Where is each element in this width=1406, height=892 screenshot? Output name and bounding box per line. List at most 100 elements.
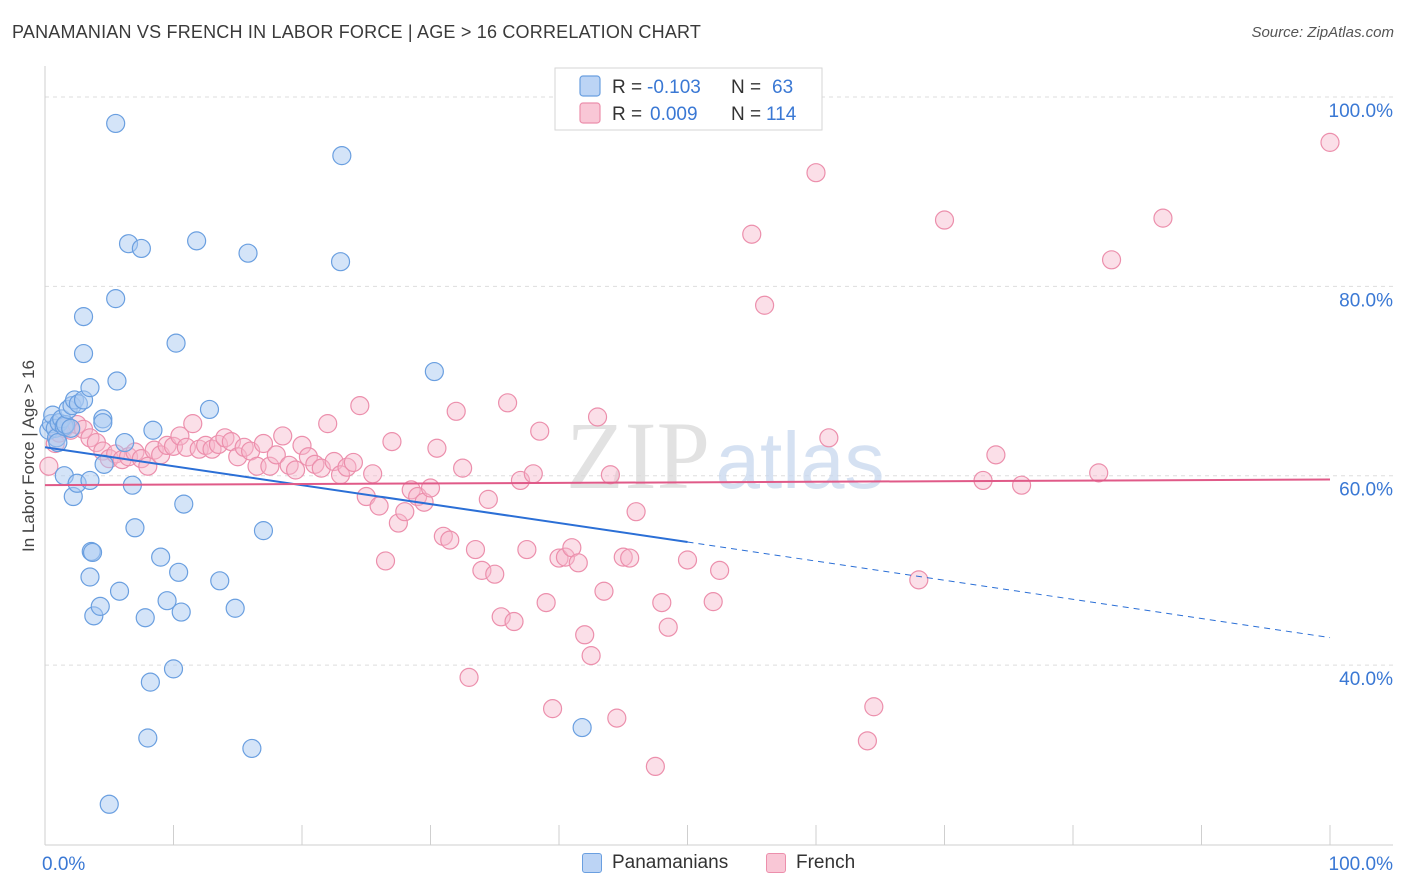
legend-item-panamanians[interactable]: Panamanians <box>582 852 728 874</box>
french-point <box>453 458 473 478</box>
y-tick-label-80: 80.0% <box>1339 290 1393 311</box>
french-point <box>530 421 550 441</box>
french-point <box>542 699 563 719</box>
french-point <box>710 560 730 580</box>
french-point <box>388 513 408 533</box>
french-point <box>395 502 415 522</box>
panamanian-point <box>94 454 114 474</box>
french-point <box>350 396 370 416</box>
french-point <box>986 445 1006 465</box>
panamanian-point <box>115 432 135 453</box>
legend-box: R = -0.103 N = 63 R = 0.009 N = 114 <box>554 67 823 131</box>
panamanian-point <box>80 470 100 491</box>
panamanian-point <box>106 113 126 134</box>
panamanian-point <box>151 547 171 567</box>
y-tick-label-60: 60.0% <box>1339 480 1393 501</box>
panamanian-point <box>163 659 184 679</box>
legend-swatch-french <box>579 102 601 124</box>
french-point <box>157 435 177 456</box>
legend-r-value-2: 0.009 <box>650 104 698 125</box>
panamanian-point <box>80 378 100 398</box>
french-point <box>285 460 306 480</box>
french-point <box>298 447 319 467</box>
series-panamanian <box>39 113 592 814</box>
watermark-zip: ZIP <box>566 402 710 509</box>
legend-swatch-panamanian <box>579 75 601 97</box>
french-point <box>420 478 441 498</box>
french-point <box>39 456 59 476</box>
french-point <box>620 548 640 568</box>
panamanian-point <box>99 794 119 814</box>
french-point <box>806 163 826 183</box>
panamanian-point <box>61 418 81 438</box>
legend-item-french[interactable]: French <box>766 852 855 874</box>
french-point <box>594 581 614 601</box>
panamanian-point <box>138 728 158 748</box>
y-tick-label-100: 100.0% <box>1329 101 1394 122</box>
panamanian-point <box>106 289 126 309</box>
panamanian-point <box>109 581 130 601</box>
legend-label-panamanians: Panamanians <box>612 852 729 873</box>
french-point <box>652 592 672 613</box>
french-point <box>677 550 698 570</box>
french-point <box>587 407 608 427</box>
french-point <box>266 445 286 465</box>
panamanian-point <box>93 413 113 433</box>
y-tick-label-40: 40.0% <box>1339 669 1393 690</box>
french-point <box>1153 208 1173 228</box>
french-point <box>273 426 293 446</box>
french-point <box>485 564 505 584</box>
panamanian-point <box>107 371 127 391</box>
french-point <box>819 428 839 448</box>
panamanian-point <box>169 562 189 582</box>
panamanian-point <box>174 494 194 514</box>
french-point <box>459 667 479 687</box>
french-point <box>498 393 518 413</box>
panamanian-point <box>424 361 444 382</box>
source-label: Source: ZipAtlas.com <box>1251 24 1394 41</box>
french-point <box>523 464 543 484</box>
panamanian-point <box>140 672 160 692</box>
french-point <box>170 426 190 446</box>
french-point <box>909 570 929 590</box>
french-point <box>183 414 203 434</box>
panamanian-point <box>572 717 592 738</box>
panamanian-point <box>157 591 177 611</box>
panamanian-point <box>225 598 245 618</box>
french-point <box>253 433 274 454</box>
french-point <box>703 592 723 612</box>
y-axis-label: In Labor Force | Age > 16 <box>19 360 38 552</box>
legend-r-label-2: R = <box>612 104 647 125</box>
x-tick-labels: 0.0% 100.0% <box>42 854 1393 875</box>
axes <box>44 66 1393 846</box>
panamanian-point <box>125 518 145 538</box>
panamanian-trend-line-dashed <box>687 541 1331 639</box>
panamanian-point <box>135 608 155 628</box>
french-point <box>549 548 569 568</box>
legend-swatch-french <box>766 853 786 873</box>
french-point <box>536 592 556 613</box>
french-point <box>363 464 383 484</box>
watermark: ZIP atlas <box>566 402 884 509</box>
legend-swatch-panamanians <box>582 853 602 873</box>
panamanian-point <box>199 399 220 420</box>
legend-n-label-2: N = <box>731 104 766 125</box>
french-point <box>1011 475 1032 495</box>
legend-r-value-1: -0.103 <box>647 77 701 98</box>
panamanian-point <box>253 521 274 541</box>
panamanian-point <box>90 596 110 616</box>
french-point <box>472 560 492 580</box>
french-point <box>754 295 775 315</box>
panamanian-point <box>242 738 262 759</box>
panamanian-point <box>131 238 151 259</box>
french-point <box>857 731 878 751</box>
french-point <box>864 697 884 717</box>
french-point <box>260 456 280 476</box>
watermark-atlas: atlas <box>716 416 885 505</box>
panamanian-point <box>82 542 103 563</box>
french-point <box>440 530 460 550</box>
french-point <box>504 611 524 632</box>
french-point <box>292 435 312 456</box>
legend-r-label-1: R = <box>612 77 647 98</box>
panamanian-point <box>238 243 258 263</box>
